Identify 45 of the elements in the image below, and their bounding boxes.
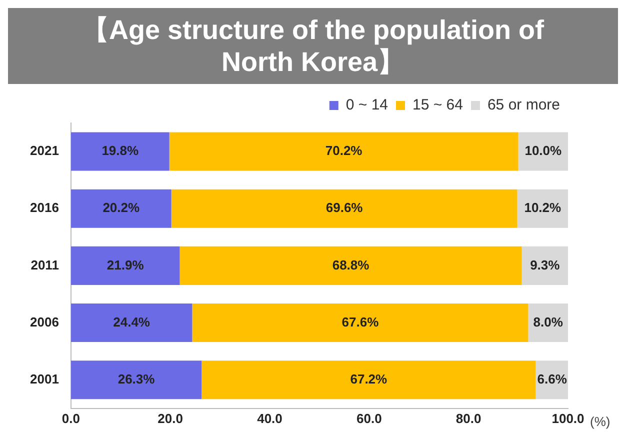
y-tick-label: 2006 (30, 314, 59, 330)
data-label: 19.8% (102, 143, 139, 158)
bar (70, 246, 180, 285)
x-tick-label: 40.0 (257, 410, 282, 426)
y-tick-label: 2021 (30, 143, 59, 158)
bar (522, 246, 568, 285)
x-tick-label: 0.0 (62, 410, 80, 426)
legend-label: 65 or more (487, 96, 560, 114)
legend-label: 15 ~ 64 (412, 96, 463, 114)
data-label: 26.3% (118, 371, 156, 386)
data-label: 10.2% (524, 200, 562, 216)
data-label: 8.0% (533, 314, 564, 330)
chart-title: 【Age structure of the population of North Korea】 (8, 8, 618, 84)
y-tick-label: 2016 (30, 200, 59, 216)
data-label: 70.2% (325, 143, 363, 158)
x-tick-label: 80.0 (456, 410, 482, 426)
data-label: 67.6% (342, 314, 380, 330)
data-label: 6.6% (537, 371, 568, 386)
bar (517, 189, 568, 228)
x-tick-label: 20.0 (158, 410, 183, 426)
bar (169, 132, 518, 171)
bar (70, 189, 172, 228)
y-tick-label: 2001 (30, 371, 59, 386)
bar (70, 360, 202, 400)
data-label: 20.2% (102, 200, 140, 216)
bar (192, 304, 528, 342)
data-label: 24.4% (113, 314, 150, 330)
data-label: 68.8% (332, 257, 370, 272)
bar (180, 246, 522, 285)
data-label: 69.6% (326, 200, 364, 216)
bar (70, 304, 192, 342)
data-label: 67.2% (350, 371, 388, 386)
bar (202, 360, 536, 400)
y-tick-label: 2011 (30, 257, 59, 272)
data-label: 10.0% (524, 143, 562, 158)
bar (171, 189, 518, 228)
data-label: 21.9% (106, 257, 144, 272)
x-tick-label: 60.0 (356, 410, 382, 426)
bar (528, 304, 568, 342)
data-label: 9.3% (530, 257, 560, 272)
x-tick-label: 100.0 (552, 410, 584, 426)
legend-label: 0 ~ 14 (346, 96, 388, 114)
bar (70, 132, 170, 171)
x-axis-title: (%) (590, 414, 610, 429)
bar (518, 132, 568, 171)
